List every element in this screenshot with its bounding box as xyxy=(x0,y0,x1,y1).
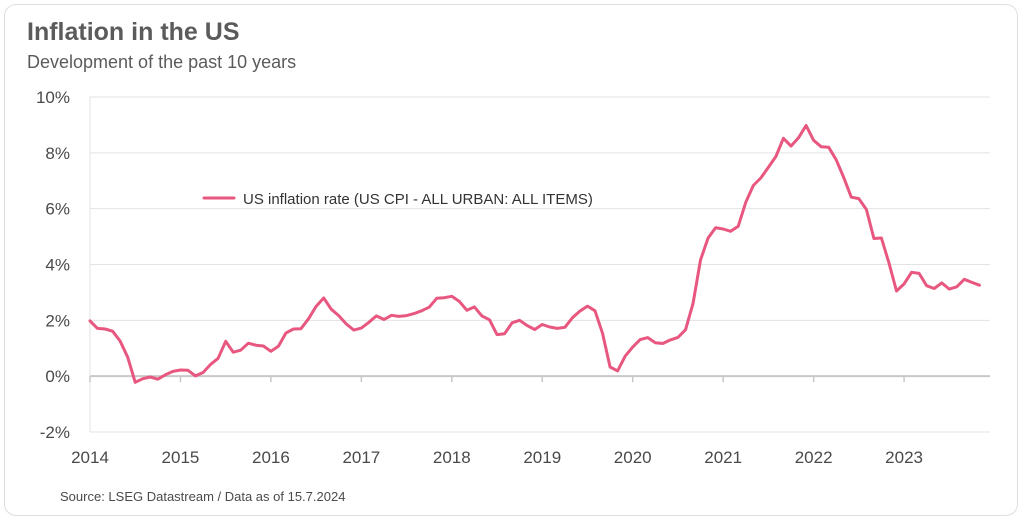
series-line-us-inflation xyxy=(88,124,981,384)
y-tick-label: -2% xyxy=(40,423,70,442)
legend-label: US inflation rate (US CPI - ALL URBAN: A… xyxy=(243,191,593,208)
y-tick-label: 4% xyxy=(45,256,70,275)
chart-subtitle: Development of the past 10 years xyxy=(27,52,297,72)
x-tick-label: 2017 xyxy=(342,448,380,467)
chart-card xyxy=(4,4,1018,516)
x-tick-label: 2021 xyxy=(704,448,742,467)
y-tick-label: 2% xyxy=(45,311,70,330)
x-tick-label: 2018 xyxy=(433,448,471,467)
y-tick-label: 10% xyxy=(36,88,70,107)
y-tick-label: 6% xyxy=(45,200,70,219)
x-tick-label: 2015 xyxy=(162,448,200,467)
chart-title: Inflation in the US xyxy=(27,18,240,46)
x-tick-label: 2016 xyxy=(252,448,290,467)
legend: US inflation rate (US CPI - ALL URBAN: A… xyxy=(202,191,593,208)
gridlines xyxy=(90,96,990,433)
y-tick-label: 8% xyxy=(45,144,70,163)
x-tick-label: 2019 xyxy=(523,448,561,467)
x-tick-label: 2014 xyxy=(71,448,109,467)
x-tick-label: 2022 xyxy=(795,448,833,467)
x-tick-label: 2023 xyxy=(885,448,923,467)
axes: -2% 0% 2% 4% 6% 8% 10% 2014 2015 2016 2017 2018 2019… xyxy=(36,88,923,467)
source-note: Source: LSEG Datastream / Data as of 15.… xyxy=(60,489,346,504)
x-tick-label: 2020 xyxy=(614,448,652,467)
series-layer xyxy=(88,124,981,384)
y-tick-label: 0% xyxy=(45,367,70,386)
